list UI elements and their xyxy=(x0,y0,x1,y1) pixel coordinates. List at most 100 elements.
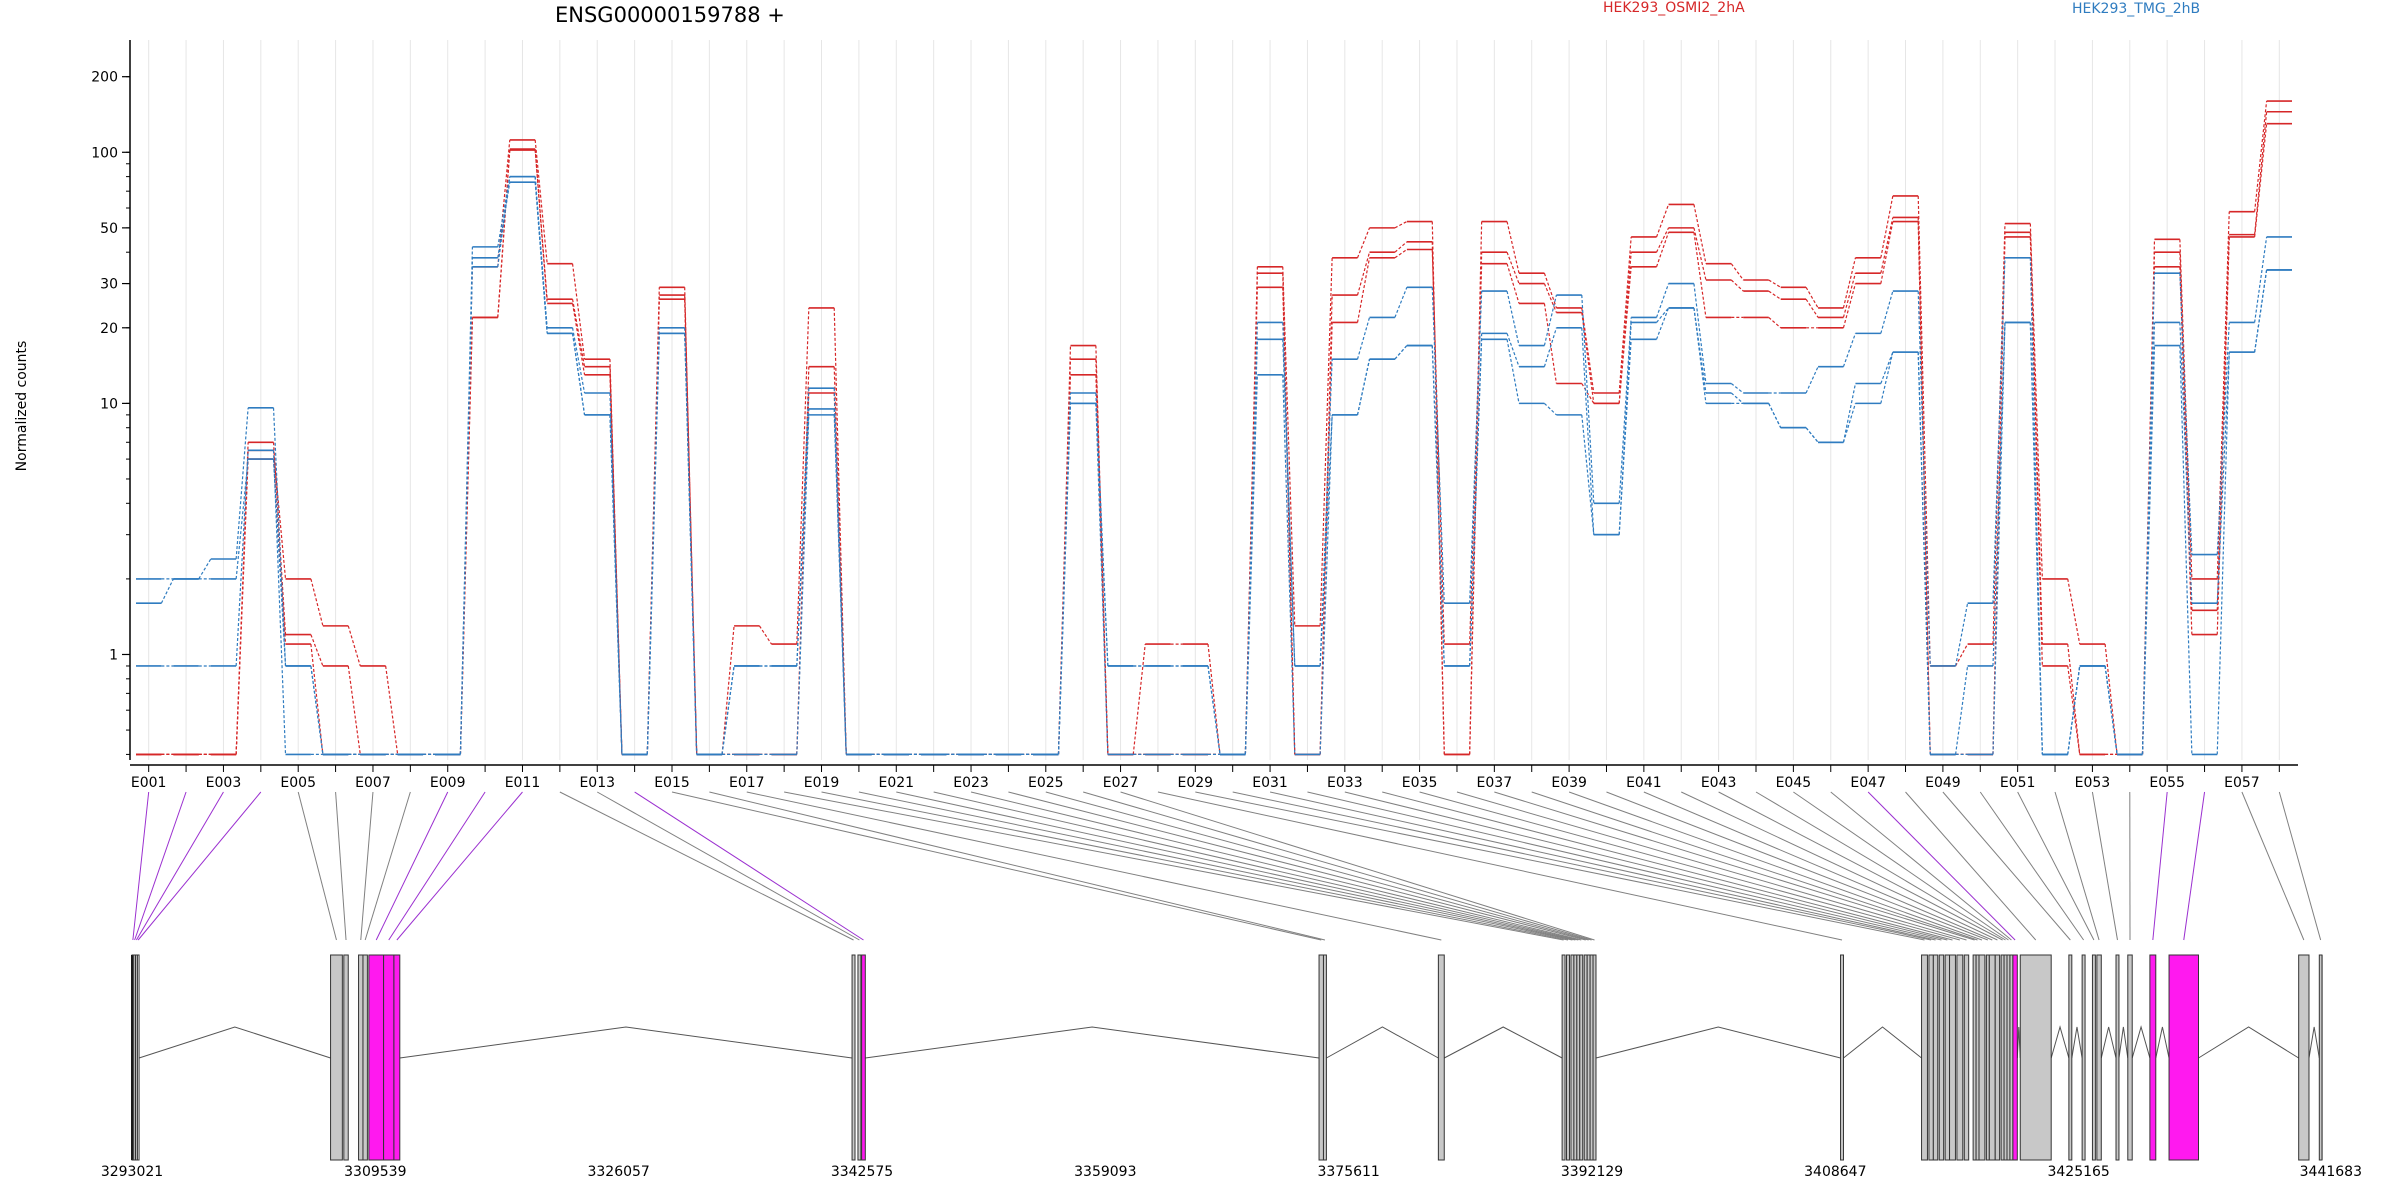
connector-E037 xyxy=(1494,791,1975,941)
exon-block-E057 xyxy=(2298,954,2310,1161)
connector-E021 xyxy=(896,791,1576,941)
connector-E044 xyxy=(1755,791,2006,941)
exon-block-E005 xyxy=(330,954,343,1161)
exon-label-E017: E017 xyxy=(729,775,765,791)
exon-block-E035 xyxy=(1956,954,1964,1161)
series-1 xyxy=(136,110,2292,756)
exon-block-E050 xyxy=(2081,954,2086,1161)
exon-block-E007 xyxy=(358,954,364,1161)
series-5-connectors xyxy=(161,176,2268,756)
exon-axis: E001 E003 E005 E007 E009 E011 E013 E015 E017 E019… xyxy=(131,765,2280,791)
y-axis-label: Normalized counts xyxy=(14,341,30,472)
exon-label-E053: E053 xyxy=(2075,775,2111,791)
exon-block-E027 xyxy=(1592,954,1597,1161)
connector-E034 xyxy=(1382,791,1953,941)
exon-label-E041: E041 xyxy=(1626,775,1662,791)
exon-connector-layer xyxy=(132,791,2322,941)
intron-4 xyxy=(1444,1026,1563,1059)
exon-block-E009 xyxy=(368,954,385,1161)
exon-block-E055 xyxy=(2149,954,2157,1161)
exon-block-E011 xyxy=(393,954,401,1161)
connector-E053 xyxy=(2091,791,2118,941)
exon-block-E036 xyxy=(1963,954,1970,1161)
coord-label-3309539: 3309539 xyxy=(344,1164,406,1180)
y-tick-label-50: 50 xyxy=(100,221,118,237)
genomic-coordinate-axis: 3293021 3309539 3326057 3342575 3359093 33756… xyxy=(101,1164,2362,1180)
connector-E024 xyxy=(1008,791,1586,941)
gene-model xyxy=(131,954,2323,1161)
exon-label-E005: E005 xyxy=(280,775,316,791)
y-tick-label-100: 100 xyxy=(91,145,118,161)
series-3 xyxy=(136,175,2292,756)
plot-grid xyxy=(148,40,2280,760)
connector-E058 xyxy=(2278,791,2322,941)
exon-block-E028 xyxy=(1840,954,1844,1161)
y-tick-label-20: 20 xyxy=(100,321,118,337)
coord-label-3408647: 3408647 xyxy=(1804,1164,1866,1180)
connector-E012 xyxy=(559,791,854,941)
connector-E043 xyxy=(1718,791,2003,941)
exon-label-E031: E031 xyxy=(1252,775,1288,791)
exon-block-E053 xyxy=(2115,954,2120,1161)
exon-block-E054 xyxy=(2127,954,2133,1161)
exon-label-E049: E049 xyxy=(1925,775,1961,791)
series-0-connectors xyxy=(161,100,2268,756)
exon-block-E031 xyxy=(1932,954,1939,1161)
exon-label-E023: E023 xyxy=(953,775,989,791)
exon-label-E055: E055 xyxy=(2149,775,2185,791)
exon-block-E013 xyxy=(857,954,862,1161)
y-tick-label-10: 10 xyxy=(100,396,118,412)
connector-E046 xyxy=(1830,791,2012,941)
legend-entry-osmi2: HEK293_OSMI2_2hA xyxy=(1603,0,1745,16)
exon-block-E052 xyxy=(2096,954,2102,1161)
exon-block-E017 xyxy=(1437,954,1445,1161)
intron-3 xyxy=(1326,1026,1439,1059)
exon-label-E043: E043 xyxy=(1701,775,1737,791)
exon-block-E041 xyxy=(1988,954,1996,1161)
exon-block-E030 xyxy=(1928,954,1934,1161)
connector-E015 xyxy=(671,791,1322,941)
chart-title: ENSG00000159788 + xyxy=(555,3,785,27)
connector-E032 xyxy=(1307,791,1942,941)
exon-block-E058 xyxy=(2318,954,2323,1161)
connector-E019 xyxy=(821,791,1569,941)
connector-E023 xyxy=(970,791,1582,941)
connector-E014 xyxy=(634,791,864,941)
intron-14 xyxy=(2198,1026,2299,1059)
connector-E020 xyxy=(858,791,1573,941)
connector-E056 xyxy=(2183,791,2206,941)
exon-block-E023 xyxy=(1579,954,1584,1161)
intron-10 xyxy=(2100,1026,2117,1059)
connector-E031 xyxy=(1269,791,1936,941)
connector-E030 xyxy=(1232,791,1932,941)
exon-label-E039: E039 xyxy=(1551,775,1587,791)
connector-E002 xyxy=(134,791,187,941)
connector-E003 xyxy=(135,791,224,941)
series-2-connectors xyxy=(161,123,2268,756)
exon-label-E035: E035 xyxy=(1402,775,1438,791)
connector-E055 xyxy=(2152,791,2168,941)
intron-1 xyxy=(399,1026,853,1059)
intron-12 xyxy=(2131,1025,2151,1059)
connector-E040 xyxy=(1606,791,1989,941)
connector-E013 xyxy=(596,791,860,941)
intron-11 xyxy=(2118,1026,2129,1059)
connector-E028 xyxy=(1157,791,1843,941)
exon-block-E034 xyxy=(1949,954,1956,1161)
series-3-connectors xyxy=(161,176,2268,756)
connector-E033 xyxy=(1344,791,1948,941)
intron-6 xyxy=(1843,1026,1922,1059)
exon-label-E025: E025 xyxy=(1028,775,1064,791)
exon-label-E001: E001 xyxy=(131,775,167,791)
connector-E041 xyxy=(1643,791,1993,941)
series-5 xyxy=(136,175,2292,756)
intron-15 xyxy=(2308,1026,2320,1059)
exon-block-E015 xyxy=(1318,954,1324,1161)
exon-label-E019: E019 xyxy=(804,775,840,791)
coord-label-3293021: 3293021 xyxy=(101,1164,163,1180)
connector-E008 xyxy=(364,791,411,941)
coord-label-3342575: 3342575 xyxy=(831,1164,893,1180)
connector-E050 xyxy=(1979,791,2085,941)
intron-13 xyxy=(2155,1026,2170,1059)
connector-E009 xyxy=(375,791,449,941)
